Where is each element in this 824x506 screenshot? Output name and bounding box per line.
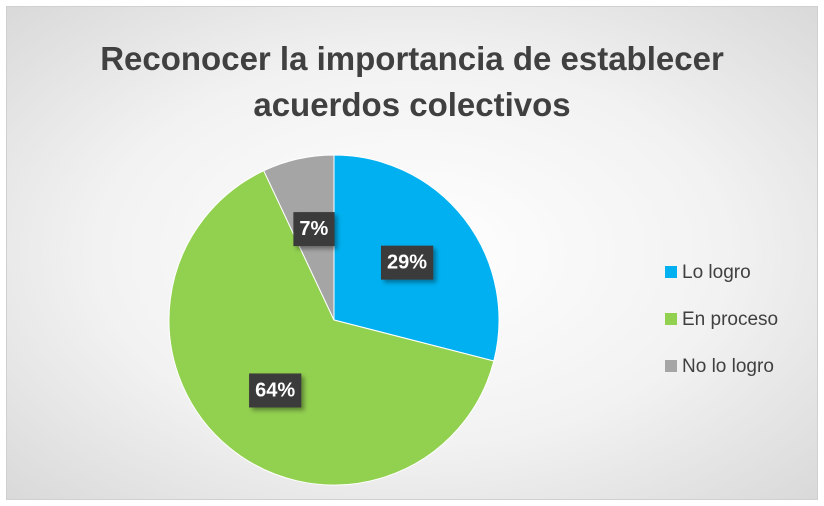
legend-label: En proceso [682,309,778,330]
data-label-text: 7% [299,218,328,240]
data-label-text: 64% [255,379,295,401]
legend-label: Lo logro [682,262,751,283]
data-label: 64% [249,373,302,408]
data-label-box [249,373,302,408]
data-label-box [293,212,335,247]
legend-swatch [665,313,677,325]
legend-swatch [665,266,677,278]
legend-swatch [665,360,677,372]
chart-title: Reconocer la importancia de establecer a… [100,40,724,123]
legend-label: No lo logro [682,356,774,377]
data-label: 7% [293,212,335,247]
data-label: 29% [380,245,434,280]
data-label-box [380,245,434,280]
data-label-text: 29% [387,252,427,274]
